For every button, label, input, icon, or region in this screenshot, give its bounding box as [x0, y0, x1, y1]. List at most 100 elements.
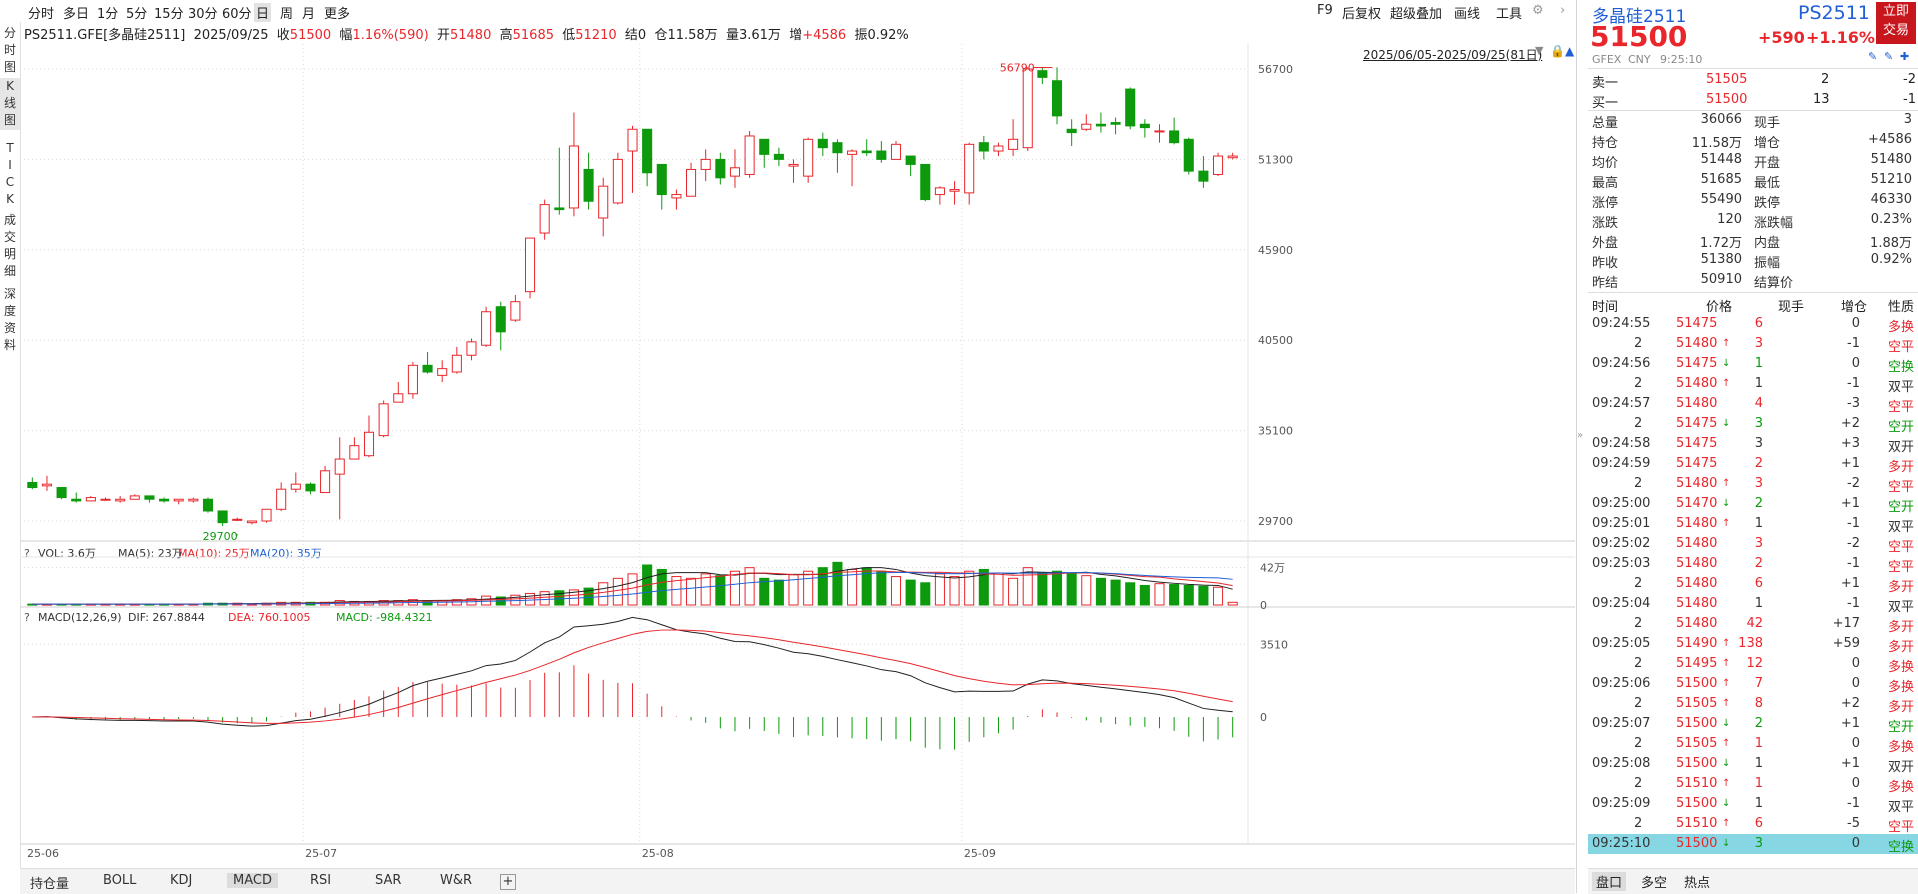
tick-row[interactable]: 2 51495 ↑ 12 0 多换 [1588, 654, 1918, 675]
candle-body[interactable] [773, 153, 784, 160]
candle-body[interactable] [1154, 130, 1165, 133]
period-1min[interactable]: 1分 [97, 7, 119, 22]
candle-body[interactable] [554, 207, 565, 211]
candle-body[interactable] [261, 508, 272, 522]
volume-bar[interactable] [524, 592, 536, 606]
volume-bar[interactable] [832, 561, 843, 606]
volume-bar[interactable] [539, 591, 550, 606]
trade-now-button[interactable]: 立即交易 [1876, 2, 1916, 44]
candle-body[interactable] [1139, 123, 1150, 129]
period-15min[interactable]: 15分 [154, 7, 184, 22]
candle-body[interactable] [1227, 155, 1238, 159]
candle-body[interactable] [568, 145, 579, 209]
volume-bar[interactable] [1139, 584, 1150, 606]
candle-body[interactable] [1213, 155, 1224, 175]
chevron-right-icon[interactable]: › [1560, 3, 1566, 18]
candle-body[interactable] [612, 158, 623, 204]
candle-body[interactable] [363, 431, 375, 457]
nav-tick[interactable]: TICK [0, 140, 20, 210]
tab-macd[interactable]: MACD [227, 873, 278, 888]
candle-body[interactable] [817, 138, 828, 149]
candle-body[interactable] [320, 470, 331, 494]
lock-icon[interactable]: 🔒 [1550, 44, 1565, 58]
volume-bar[interactable] [1125, 582, 1136, 606]
candle-body[interactable] [1169, 130, 1180, 144]
volume-bar[interactable] [568, 589, 579, 606]
candle-body[interactable] [642, 128, 653, 174]
candle-body[interactable] [803, 138, 814, 177]
tick-list[interactable]: 09:24:55 51475 6 0 多换 2 51480 ↑ 3 -1 空平 09:24:56 514… [1588, 314, 1918, 864]
volume-bar[interactable] [1183, 584, 1194, 606]
tab-rsi[interactable]: RSI [310, 873, 332, 888]
volume-bar[interactable] [1051, 570, 1063, 606]
candle-body[interactable] [41, 483, 52, 487]
volume-bar[interactable] [671, 576, 682, 606]
candle-body[interactable] [85, 497, 96, 502]
tick-row[interactable]: 09:24:57 51480 4 -3 空平 [1588, 394, 1918, 415]
candle-body[interactable] [524, 237, 536, 293]
volume-bar[interactable] [934, 573, 945, 606]
candle-body[interactable] [71, 498, 82, 502]
period-multiday[interactable]: 多日 [63, 7, 90, 22]
candle-body[interactable] [1081, 123, 1092, 130]
volume-bar[interactable] [964, 570, 975, 606]
tick-row[interactable]: 09:25:05 51490 ↑ 138 +59 多开 [1588, 634, 1918, 655]
tick-row[interactable]: 2 51510 ↑ 1 0 多换 [1588, 774, 1918, 795]
candle-body[interactable] [129, 495, 140, 500]
volume-bar[interactable] [1227, 601, 1238, 606]
tick-row[interactable]: 09:25:04 51480 1 -1 双平 [1588, 594, 1918, 615]
candle-body[interactable] [56, 487, 67, 499]
volume-bar[interactable] [700, 573, 711, 606]
adjust-button[interactable]: 后复权 [1342, 7, 1382, 22]
candle-body[interactable] [188, 498, 199, 502]
candle-body[interactable] [451, 354, 462, 373]
volume-bar[interactable] [803, 570, 814, 606]
candle-body[interactable] [510, 301, 521, 321]
candle-body[interactable] [1183, 138, 1194, 172]
candle-body[interactable] [466, 341, 477, 356]
candle-body[interactable] [788, 163, 799, 167]
volume-bar[interactable] [1198, 585, 1209, 606]
period-more[interactable]: 更多 [324, 7, 351, 22]
candle-body[interactable] [1125, 88, 1136, 127]
date-range-label[interactable]: 2025/06/05-2025/09/25(81日) [1363, 48, 1543, 62]
candle-body[interactable] [920, 163, 931, 201]
nav-depth[interactable]: 深度资料 [0, 286, 20, 356]
period-60min[interactable]: 60分 [222, 7, 252, 22]
volume-bar[interactable] [744, 567, 755, 606]
f9-button[interactable]: F9 [1317, 3, 1333, 18]
candle-body[interactable] [305, 483, 316, 492]
add-tab-icon[interactable]: + [500, 874, 516, 890]
expand-icon[interactable]: ✚ [1900, 50, 1910, 63]
candle-body[interactable] [173, 498, 184, 502]
candle-body[interactable] [978, 142, 989, 152]
candle-body[interactable] [700, 158, 711, 170]
candle-body[interactable] [115, 498, 126, 502]
candle-body[interactable] [495, 306, 506, 333]
candle-body[interactable] [217, 510, 228, 524]
tick-row[interactable]: 2 51480 6 +1 多开 [1588, 574, 1918, 595]
volume-bar[interactable] [715, 575, 726, 606]
candle-body[interactable] [759, 138, 770, 155]
volume-bar[interactable] [1022, 567, 1033, 606]
tick-row[interactable]: 09:24:58 51475 3 +3 双开 [1588, 434, 1918, 455]
candle-body[interactable] [964, 143, 975, 194]
pin-icon[interactable]: ✎ [1884, 50, 1894, 63]
candle-body[interactable] [481, 311, 492, 346]
candle-body[interactable] [744, 135, 755, 175]
volume-bar[interactable] [773, 579, 784, 606]
tick-row[interactable]: 09:25:01 51480 ↑ 1 -1 双平 [1588, 514, 1918, 535]
candle-body[interactable] [1066, 128, 1077, 134]
volume-bar[interactable] [686, 577, 697, 606]
candle-body[interactable] [1022, 68, 1033, 149]
tab-oi[interactable]: 持仓量 [30, 877, 70, 892]
candle-body[interactable] [1095, 123, 1106, 127]
nav-kline[interactable]: K线图 [0, 78, 20, 130]
period-month[interactable]: 月 [302, 7, 316, 22]
candle-body[interactable] [437, 368, 448, 376]
nav-trade-detail[interactable]: 成交明细 [0, 212, 20, 282]
volume-bar[interactable] [1154, 583, 1165, 606]
volume-bar[interactable] [876, 570, 887, 606]
tick-row[interactable]: 2 51475 ↓ 3 +2 空开 [1588, 414, 1918, 435]
